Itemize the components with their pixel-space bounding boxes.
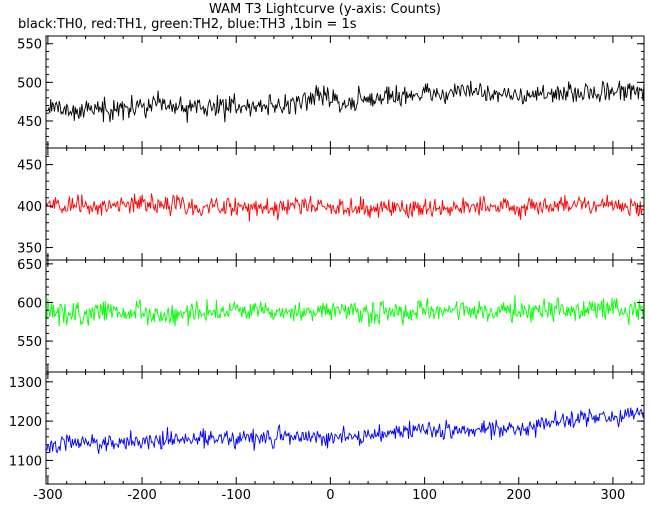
y-tick-label: 350	[17, 242, 42, 257]
y-tick-label: 1200	[9, 415, 42, 430]
y-tick-label: 1100	[9, 454, 42, 469]
chart-subtitle: black:TH0, red:TH1, green:TH2, blue:TH3 …	[18, 17, 357, 32]
series-line-th1	[46, 193, 644, 222]
x-tick-label: -100	[221, 488, 251, 503]
x-tick-label: 200	[506, 488, 531, 503]
y-tick-label: 550	[17, 38, 42, 53]
y-tick-label: 500	[17, 76, 42, 91]
panel-frame-th0	[45, 35, 645, 149]
panel-frame-th3	[45, 371, 645, 485]
series-line-th0	[46, 80, 644, 123]
chart-title: WAM T3 Lightcurve (y-axis: Counts)	[209, 2, 441, 17]
x-tick-label: 0	[326, 488, 334, 503]
series-line-th2	[46, 295, 644, 327]
x-tick-label: 100	[412, 488, 437, 503]
y-tick-label: 550	[17, 335, 42, 350]
y-tick-label: 450	[17, 159, 42, 174]
x-tick-label: -300	[33, 488, 63, 503]
y-tick-label: 650	[17, 258, 42, 273]
y-tick-label: 450	[17, 115, 42, 130]
x-tick-label: 300	[601, 488, 626, 503]
series-line-th3	[46, 407, 644, 454]
y-tick-label: 600	[17, 296, 42, 311]
y-tick-label: 400	[17, 200, 42, 215]
y-tick-label: 1300	[9, 376, 42, 391]
x-tick-label: -200	[127, 488, 157, 503]
